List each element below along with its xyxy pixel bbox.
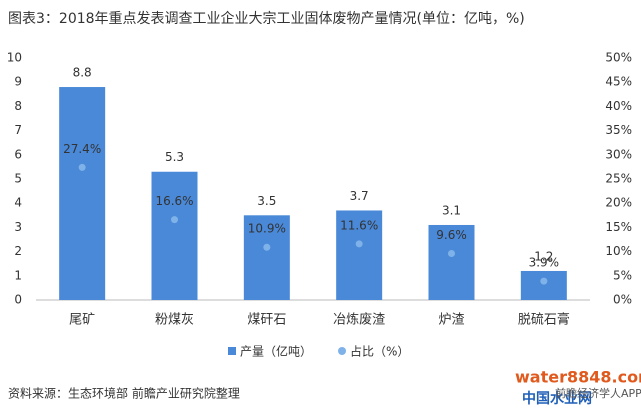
point: [171, 216, 178, 224]
y-tick-label: 6: [14, 147, 22, 161]
y2-tick-label: 45%: [605, 75, 632, 89]
chart-title: 图表3：2018年重点发表调查工业企业大宗工业固体废物产量情况(单位：亿吨，%): [8, 10, 525, 27]
x-tick-label: 冶炼废渣: [333, 312, 385, 328]
legend-label: 产量（亿吨）: [240, 344, 312, 359]
bar-value-label: 3.1: [442, 203, 461, 217]
y-tick-label: 10: [7, 51, 22, 65]
legend-label: 占比（%）: [350, 344, 409, 359]
watermark: 中国水业网: [522, 390, 592, 407]
point-value-label: 11.6%: [340, 218, 378, 232]
y-tick-label: 9: [14, 75, 22, 89]
bar-value-label: 3.5: [257, 194, 276, 208]
bar: [336, 210, 383, 300]
y2-tick-label: 15%: [605, 220, 632, 234]
x-tick-label: 粉煤灰: [155, 313, 194, 328]
y2-tick-label: 5%: [613, 268, 632, 282]
point-value-label: 27.4%: [63, 142, 101, 156]
x-tick-label: 炉渣: [438, 313, 464, 328]
y2-tick-label: 25%: [605, 172, 632, 186]
point: [355, 240, 363, 248]
watermark: water8848.com: [515, 368, 641, 387]
point-value-label: 16.6%: [155, 194, 193, 208]
y-tick-label: 4: [14, 196, 22, 210]
y-tick-label: 5: [14, 172, 22, 186]
legend-swatch: [228, 347, 236, 355]
x-tick-label: 煤矸石: [247, 313, 286, 328]
y-tick-label: 3: [14, 220, 22, 234]
point-value-label: 9.6%: [436, 228, 467, 242]
bar: [151, 171, 198, 300]
y2-tick-label: 40%: [605, 99, 632, 113]
y-tick-label: 1: [14, 268, 22, 282]
bar: [520, 270, 567, 300]
bar-value-label: 8.8: [73, 66, 92, 80]
point: [540, 277, 548, 285]
bar: [428, 224, 475, 300]
point: [448, 250, 455, 258]
source-note: 资料来源：生态环境部 前瞻产业研究院整理: [8, 386, 240, 401]
y-tick-label: 7: [14, 123, 22, 137]
point: [78, 163, 86, 171]
y2-tick-label: 50%: [605, 51, 632, 65]
x-tick-label: 脱硫石膏: [518, 312, 570, 328]
y2-tick-label: 30%: [605, 147, 632, 161]
bar-value-label: 1.2: [534, 249, 553, 263]
legend-swatch: [338, 347, 347, 355]
point: [263, 243, 271, 251]
point-value-label: 10.9%: [248, 222, 286, 236]
watermark: 前瞻经济学人APP: [555, 386, 641, 400]
point-value-label: 3.9%: [529, 256, 560, 270]
y2-tick-label: 10%: [605, 244, 632, 258]
y2-tick-label: 20%: [605, 196, 632, 210]
y2-tick-label: 0%: [613, 293, 632, 307]
bar: [59, 87, 106, 300]
y-tick-label: 0: [14, 293, 22, 307]
bar-value-label: 3.7: [350, 189, 369, 203]
y2-tick-label: 35%: [605, 123, 632, 137]
bar-value-label: 5.3: [165, 150, 184, 164]
y-tick-label: 2: [14, 244, 22, 258]
y-tick-label: 8: [14, 99, 22, 113]
x-tick-label: 尾矿: [69, 313, 95, 328]
bar: [243, 215, 290, 300]
